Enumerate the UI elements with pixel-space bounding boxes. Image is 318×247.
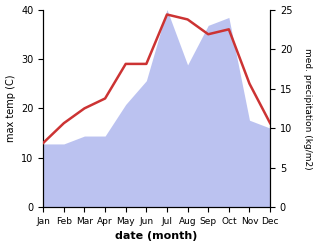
Y-axis label: med. precipitation (kg/m2): med. precipitation (kg/m2) xyxy=(303,48,313,169)
Y-axis label: max temp (C): max temp (C) xyxy=(5,75,16,142)
X-axis label: date (month): date (month) xyxy=(115,231,198,242)
